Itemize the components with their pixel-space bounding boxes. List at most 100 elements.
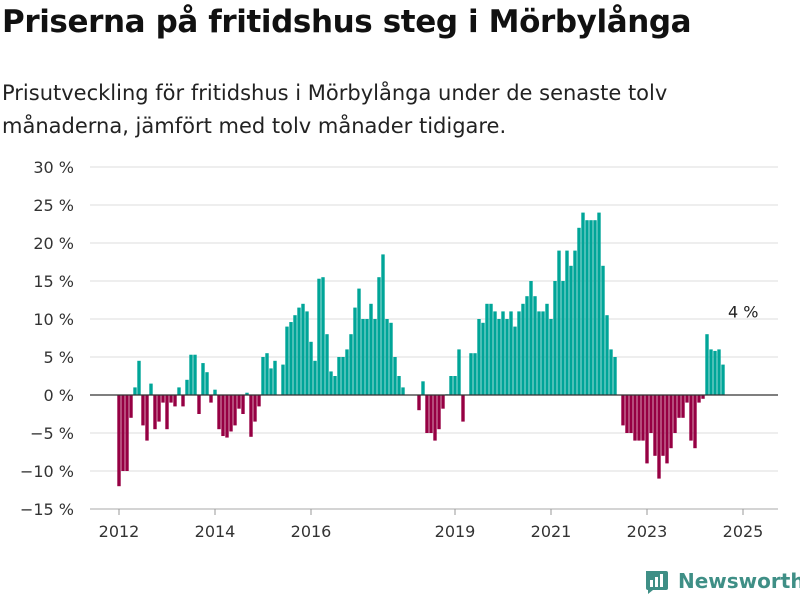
bar (705, 334, 709, 395)
y-tick-label: 20 % (33, 234, 74, 253)
y-tick-label: 10 % (33, 310, 74, 329)
bar (197, 395, 201, 414)
bar (537, 311, 541, 395)
bar (701, 395, 705, 399)
bar (349, 334, 353, 395)
bar (681, 395, 685, 418)
bar (117, 395, 121, 487)
bar (149, 383, 153, 395)
bar (245, 392, 249, 395)
y-tick-label: 25 % (33, 196, 74, 215)
bar (321, 277, 325, 395)
bars (117, 212, 725, 487)
bar (605, 315, 609, 395)
bar (165, 395, 169, 430)
bar (653, 395, 657, 456)
bar (221, 395, 225, 437)
bar (333, 376, 337, 395)
bar (157, 395, 161, 422)
bar (377, 277, 381, 395)
bar (593, 220, 597, 395)
bar (677, 395, 681, 418)
bar (425, 395, 429, 433)
bar (629, 395, 633, 433)
bar (141, 395, 145, 426)
bar (241, 395, 245, 414)
bar (401, 387, 405, 395)
bar (557, 250, 561, 395)
bar (693, 395, 697, 449)
y-tick-label: −10 % (20, 462, 74, 481)
bar (573, 250, 577, 395)
bar (365, 319, 369, 395)
bar (637, 395, 641, 441)
bar (645, 395, 649, 464)
x-tick-label: 2019 (435, 522, 476, 541)
x-axis: 2012 2014 2016 2019 2021 2023 2025 (90, 508, 778, 541)
bar (665, 395, 669, 464)
bar (657, 395, 661, 479)
bar (481, 322, 485, 395)
bar (697, 395, 701, 403)
bar (385, 319, 389, 395)
bar (489, 303, 493, 395)
bar (621, 395, 625, 426)
annotation-label: 4 % (728, 303, 758, 322)
bar (421, 381, 425, 395)
y-tick-label: −15 % (20, 500, 74, 519)
bar (521, 303, 525, 395)
bar (517, 311, 521, 395)
bar (509, 311, 513, 395)
bar (565, 250, 569, 395)
bar (317, 278, 321, 395)
y-axis-labels: −15 % −10 % −5 % 0 % 5 % 10 % 15 % 20 % 25 % 30 % (20, 158, 74, 519)
bar (233, 395, 237, 426)
bar (585, 220, 589, 395)
bar (393, 357, 397, 395)
bar (533, 296, 537, 395)
bar (313, 360, 317, 395)
bar (161, 395, 165, 403)
y-tick-label: 0 % (44, 386, 74, 405)
y-tick-label: 30 % (33, 158, 74, 177)
bar (337, 357, 341, 395)
newsworthy-brand[interactable]: Newsworthy (644, 568, 800, 594)
bar (577, 227, 581, 395)
bar (609, 349, 613, 395)
bar (225, 395, 229, 438)
bar (461, 395, 465, 422)
bar (285, 326, 289, 395)
bar (449, 376, 453, 395)
bar (513, 326, 517, 395)
y-tick-label: 15 % (33, 272, 74, 291)
bar (689, 395, 693, 441)
bar (121, 395, 125, 471)
bar (685, 395, 689, 403)
bar (345, 349, 349, 395)
bar (493, 311, 497, 395)
bar (453, 376, 457, 395)
bar (497, 319, 501, 395)
gridlines (90, 166, 778, 510)
bar (297, 307, 301, 395)
y-tick-label: 5 % (44, 348, 74, 367)
bar (661, 395, 665, 456)
brand-name: Newsworthy (678, 569, 800, 593)
bar (721, 364, 725, 395)
bar (417, 395, 421, 411)
bar (709, 349, 713, 395)
bar (541, 311, 545, 395)
bar (137, 360, 141, 395)
x-tick-label: 2014 (195, 522, 236, 541)
bar (261, 357, 265, 395)
bar (549, 319, 553, 395)
x-tick-label: 2012 (99, 522, 140, 541)
bar (281, 364, 285, 395)
bar (273, 360, 277, 395)
bar (369, 303, 373, 395)
bar (553, 281, 557, 395)
bar (213, 389, 217, 395)
bar (717, 349, 721, 395)
bar (437, 395, 441, 430)
bar (305, 311, 309, 395)
